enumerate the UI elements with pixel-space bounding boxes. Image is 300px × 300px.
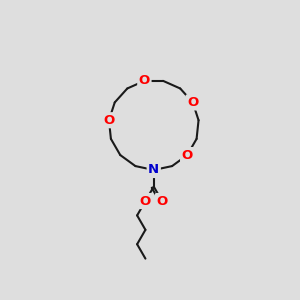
- Text: O: O: [103, 114, 115, 127]
- Text: N: N: [148, 164, 159, 176]
- Text: O: O: [182, 148, 193, 162]
- Text: O: O: [140, 194, 151, 208]
- Text: O: O: [139, 74, 150, 87]
- Text: O: O: [156, 194, 168, 208]
- Text: O: O: [187, 96, 198, 109]
